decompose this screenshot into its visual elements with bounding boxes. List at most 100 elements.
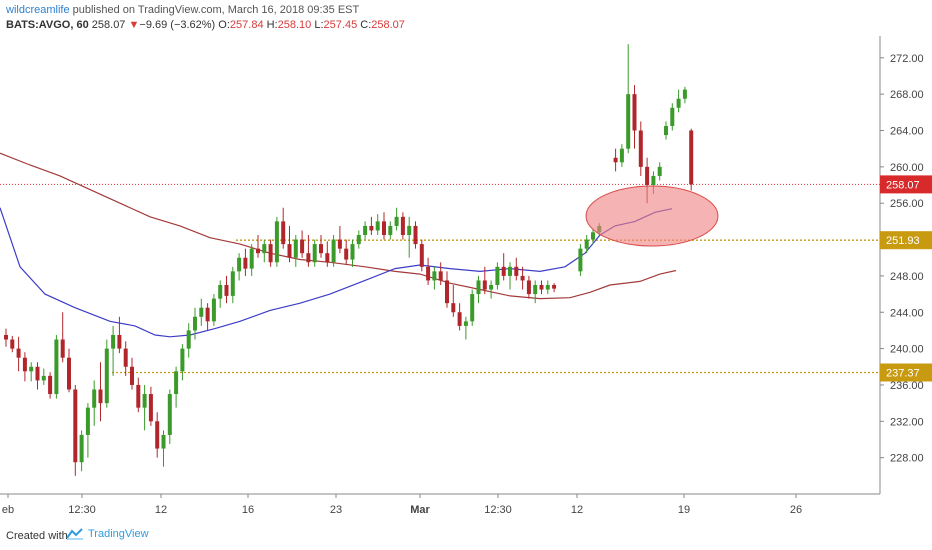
candle-body [312,244,317,263]
time-tick-label: 26 [790,504,802,516]
candle-body [256,248,260,254]
candle [407,216,412,258]
candle-body [514,266,519,276]
candle-body [117,334,122,349]
candle [199,298,204,326]
candle [161,430,166,467]
candle-body [619,148,624,163]
candle-body [243,257,248,269]
candle-body [262,244,267,254]
time-tick-label: 12 [155,504,167,516]
open-label: O: [218,19,230,31]
candle [136,377,141,413]
candle-body [363,225,368,236]
tradingview-link[interactable]: TradingView [66,528,149,540]
candle-body [632,94,637,131]
candle [426,257,431,285]
candle-body [369,225,374,231]
price-tick-label: 232.00 [890,416,924,428]
candle [73,384,78,476]
candle-body [638,130,643,167]
candle-body [22,357,27,372]
candle-body [268,244,273,263]
candle-body [174,371,179,395]
candle [205,303,210,331]
candle [4,328,8,347]
candle [388,221,393,240]
candle [300,230,305,258]
time-tick-label: Mar [410,504,430,516]
candle [445,271,449,308]
candle [350,239,355,267]
price-level-label: 237.37 [886,368,920,380]
candle [400,212,405,240]
candle [419,239,424,272]
candle [533,280,538,304]
price-tick-label: 248.00 [890,271,924,283]
candle-body [306,253,311,263]
candle [98,362,103,422]
time-tick-label: eb [2,504,14,516]
candle [508,262,512,290]
candle [117,316,122,354]
candle-body [533,284,538,295]
candle [54,334,59,399]
candle-body [552,284,557,289]
candle [463,316,468,340]
candle [337,225,342,254]
candle [331,235,336,267]
candle [676,89,681,113]
candle-body [388,225,393,236]
low-value: 257.45 [323,19,358,31]
candle-body [438,271,443,281]
candle-body [432,271,437,281]
candle-body [501,266,506,276]
candle [29,362,34,382]
open-value: 257.84 [229,19,264,31]
candle [319,235,323,258]
candle-body [356,235,361,245]
candle [306,235,311,267]
time-tick-label: 12:30 [484,504,512,516]
candle-body [331,239,336,263]
candle [657,162,662,181]
candle-body [230,271,235,296]
candle-body [98,389,103,404]
candle [539,280,544,295]
candle-body [193,316,197,331]
high-value: 258.10 [277,19,312,31]
candle [35,362,40,390]
candle [193,307,197,340]
candle-body [161,434,166,449]
candle [67,348,71,393]
candle-body [463,321,468,326]
candle-body [676,98,681,108]
highlight-ellipse [585,185,719,247]
candle [268,239,273,267]
candle [413,221,418,249]
price-tick-label: 264.00 [890,126,924,138]
symbol-label[interactable]: BATS:AVGO, 60 [6,19,89,31]
candle [249,244,254,276]
candle-body [16,348,21,358]
candle [476,275,481,304]
price-tick-label: 240.00 [890,344,924,356]
candle-body [344,248,349,260]
author-link[interactable]: wildcreamlife [6,4,70,16]
candle-body [167,394,172,435]
candle [155,412,160,458]
candle-body [205,307,210,322]
candle-body [489,284,494,290]
price-tick-label: 244.00 [890,307,924,319]
candle-body [451,303,456,313]
publish-text: published on TradingView.com, March 16, … [69,4,360,16]
candle-body [104,348,109,404]
candle-body [130,366,134,385]
publish-info: wildcreamlife published on TradingView.c… [6,4,359,16]
candle [85,403,90,458]
footer: Created with TradingView [0,524,932,550]
candle [591,228,595,245]
candle-body [482,280,487,290]
candle-body [319,244,323,254]
price-chart[interactable]: 272.00268.00264.00260.00256.00252.00248.… [0,36,932,520]
